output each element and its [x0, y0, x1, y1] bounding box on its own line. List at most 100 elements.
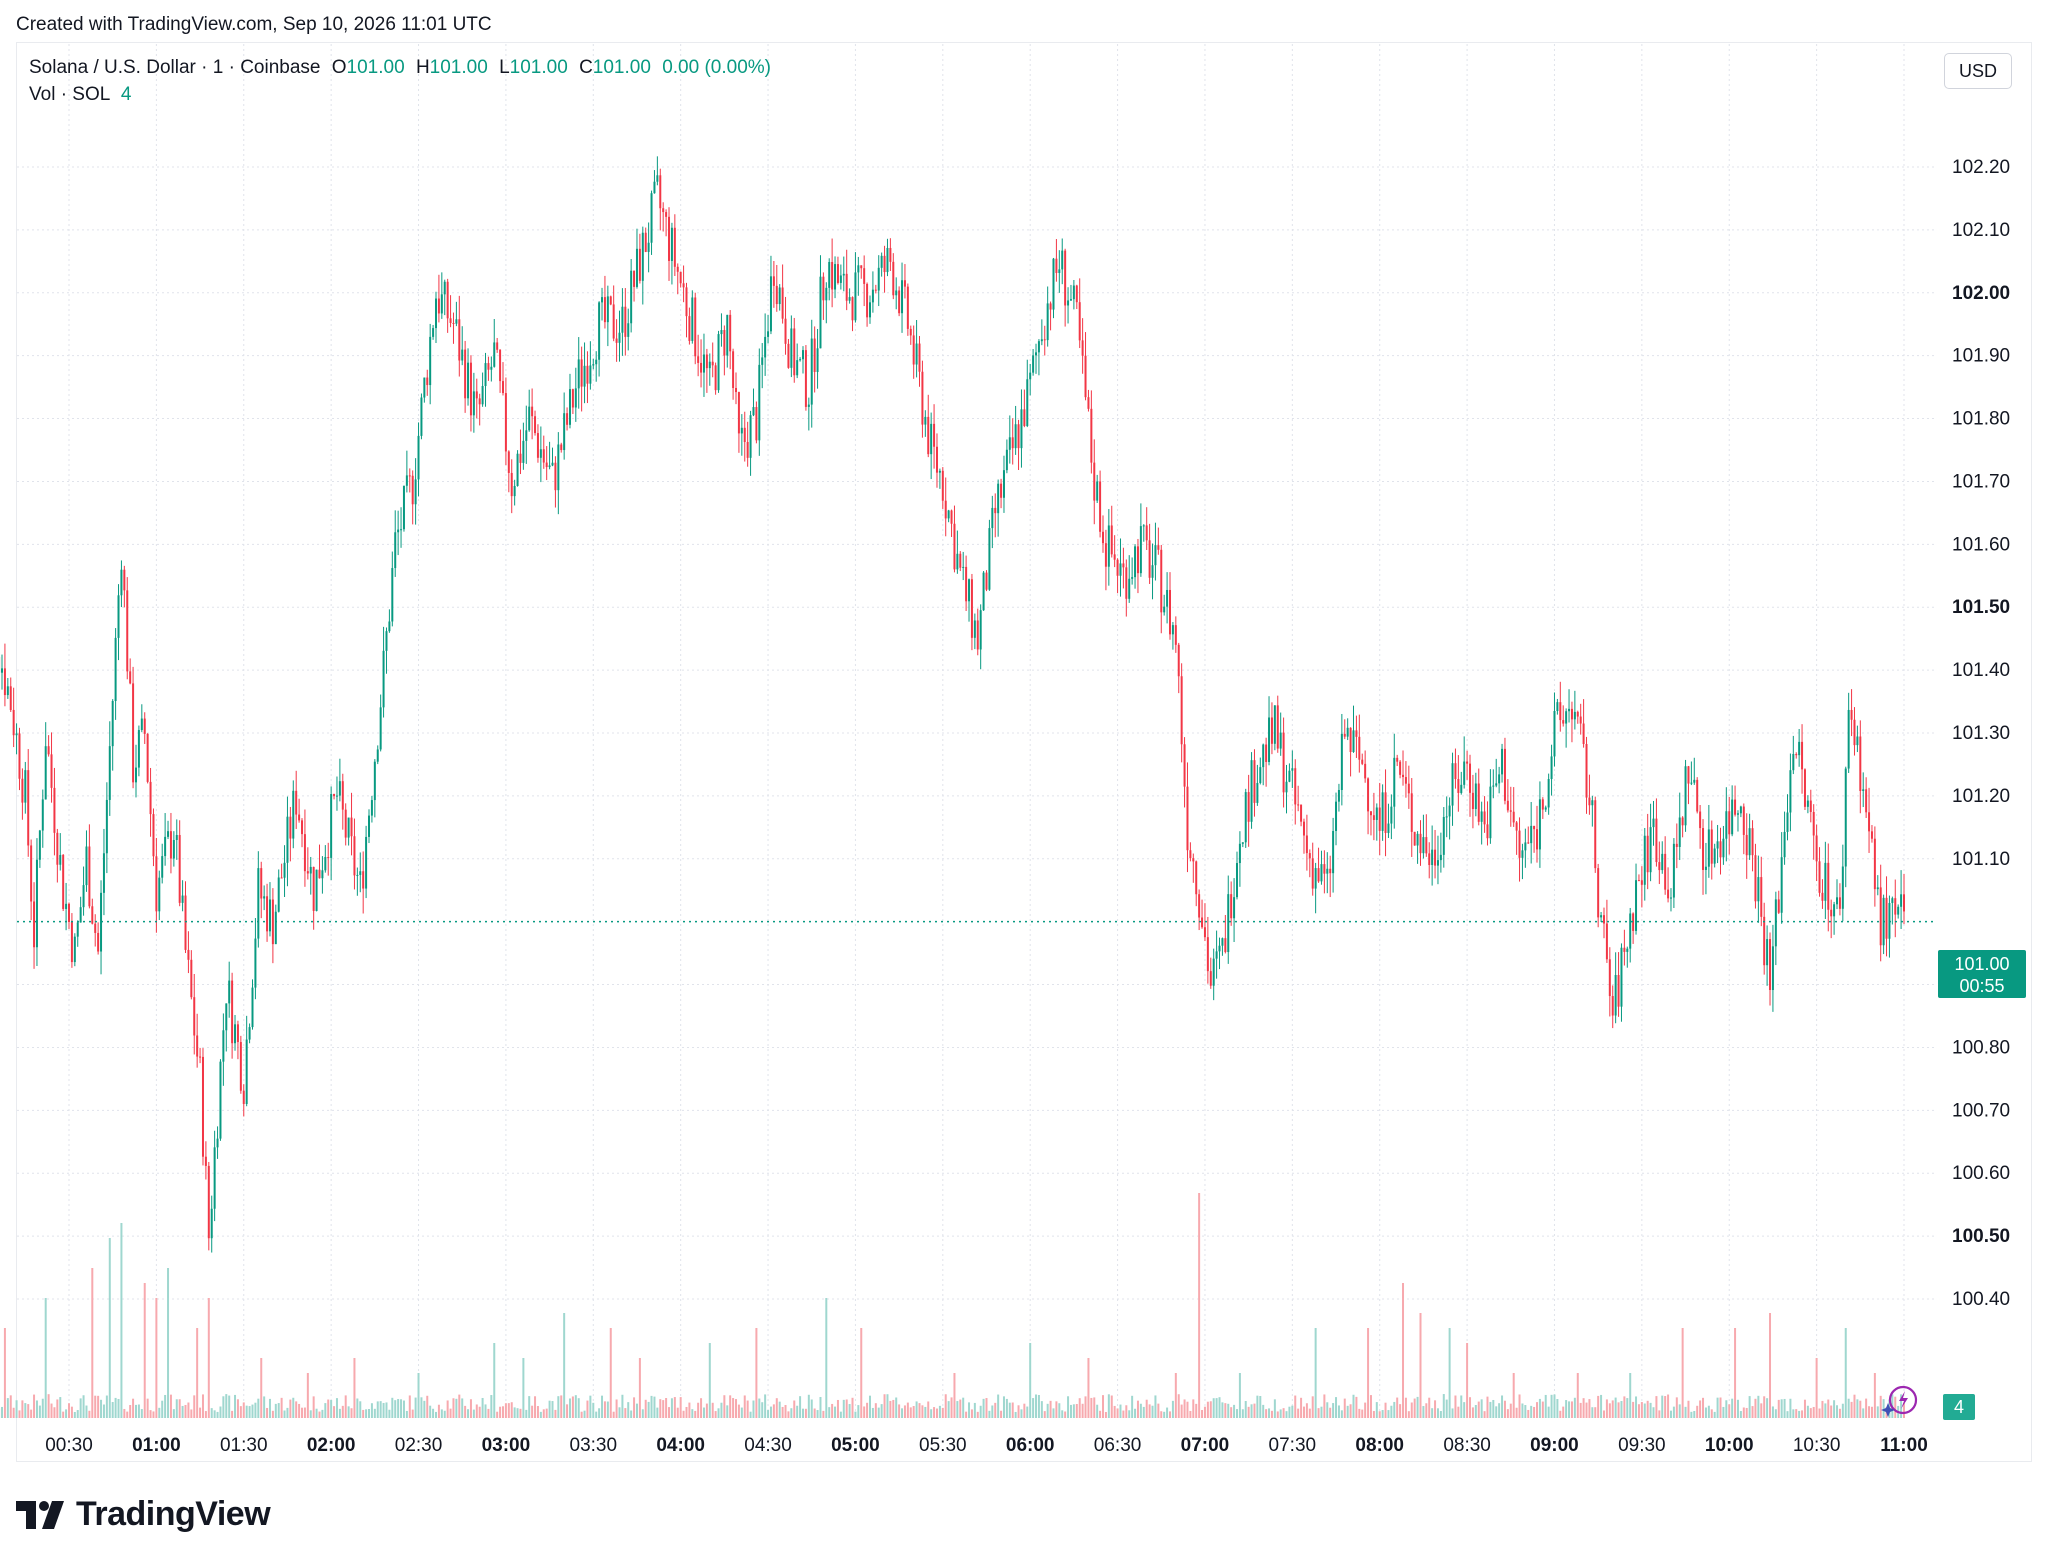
volume-label[interactable]: Vol · SOL: [29, 84, 110, 105]
volume-bar: [868, 1395, 871, 1418]
volume-bar: [1410, 1402, 1413, 1418]
candle-body: [324, 857, 327, 871]
volume-bar: [857, 1405, 860, 1418]
volume-bar: [685, 1406, 688, 1418]
volume-bar: [621, 1394, 624, 1418]
volume-bar: [1244, 1401, 1247, 1418]
tradingview-brand[interactable]: TradingView: [16, 1495, 271, 1534]
price-tick-label: 101.60: [1952, 534, 2010, 555]
volume-bar: [601, 1395, 604, 1418]
volume-bar: [1486, 1396, 1489, 1418]
candle-body: [1812, 811, 1815, 836]
volume-bar: [1294, 1395, 1297, 1418]
candle-body: [120, 569, 123, 596]
time-tick-label: 02:00: [307, 1435, 356, 1456]
volume-bar: [647, 1401, 650, 1418]
volume-bar: [79, 1398, 82, 1418]
candle-body: [1364, 763, 1367, 779]
candle-body: [1503, 748, 1506, 801]
volume-bar: [1206, 1401, 1209, 1418]
candle-body: [755, 407, 758, 441]
volume-bar: [303, 1407, 306, 1418]
high-label: H: [415, 57, 430, 78]
volume-bar: [1436, 1408, 1439, 1418]
volume-bar: [1145, 1399, 1148, 1418]
candle-body: [1416, 833, 1419, 846]
candle-body: [1069, 299, 1072, 301]
candle-body: [697, 356, 700, 363]
candle-body: [1780, 857, 1783, 913]
candle-body: [1384, 792, 1387, 833]
volume-bar: [1903, 1403, 1905, 1418]
candle-body: [408, 475, 411, 477]
candle-body: [1352, 730, 1355, 753]
candle-body: [874, 289, 877, 291]
candle-body: [545, 462, 548, 468]
volume-bar: [1541, 1401, 1544, 1418]
currency-button[interactable]: USD: [1944, 53, 2012, 89]
candle-body: [1367, 778, 1370, 812]
candle-body: [1340, 733, 1343, 791]
candle-body: [1247, 792, 1250, 822]
candle-body: [283, 862, 286, 878]
candle-body: [1093, 462, 1096, 501]
candle-body: [991, 507, 994, 529]
candle-body: [1014, 424, 1017, 449]
volume-bar: [347, 1406, 350, 1418]
volume-bar: [1591, 1407, 1594, 1418]
candle-body: [828, 261, 831, 288]
volume-bar: [382, 1402, 385, 1418]
volume-bar: [1725, 1400, 1728, 1418]
candle-body: [298, 814, 301, 821]
volume-bar: [994, 1402, 997, 1418]
volume-bar: [1882, 1399, 1885, 1418]
candle-body: [1212, 958, 1215, 986]
candle-body: [1570, 708, 1573, 720]
candle-body: [1008, 437, 1011, 450]
candle-body: [571, 389, 574, 408]
candle-body: [225, 1003, 228, 1031]
volume-bar: [1428, 1397, 1431, 1418]
volume-bar: [1384, 1402, 1387, 1418]
candle-body: [1343, 733, 1346, 737]
candle-body: [341, 781, 344, 810]
candle-body: [1512, 811, 1515, 823]
volume-bar: [1495, 1406, 1498, 1418]
volume-bar: [1498, 1403, 1501, 1418]
volume-bar: [1404, 1397, 1407, 1418]
time-tick-label: 08:30: [1443, 1435, 1491, 1456]
volume-bar: [309, 1410, 312, 1418]
candle-body: [1011, 437, 1014, 449]
volume-bar: [333, 1406, 336, 1418]
candle-body: [1745, 834, 1748, 856]
price-tick-label: 100.50: [1952, 1226, 2010, 1247]
candle-body: [1067, 300, 1070, 306]
volume-bar: [1469, 1397, 1472, 1418]
volume-bar: [161, 1400, 164, 1418]
open-label: O: [331, 57, 347, 78]
price-tick-label: 101.30: [1952, 723, 2010, 744]
candle-body: [85, 846, 88, 886]
candle-body: [1122, 563, 1125, 568]
volume-bar: [335, 1398, 338, 1418]
candle-body: [845, 273, 848, 301]
volume-bar: [1562, 1406, 1565, 1418]
volume-bar: [959, 1399, 962, 1418]
volume-bar: [18, 1410, 21, 1418]
candle-body: [1169, 589, 1171, 635]
candle-body: [394, 532, 397, 569]
candle-body: [350, 817, 353, 837]
candle-body: [589, 365, 592, 384]
sparkle-bolt-icon[interactable]: [1880, 1381, 1920, 1421]
candle-body: [1515, 822, 1518, 831]
volume-bar: [735, 1399, 738, 1418]
candle-body: [647, 242, 650, 252]
candle-body: [196, 1035, 199, 1057]
candle-body: [982, 572, 985, 611]
volume-bar: [1833, 1400, 1836, 1418]
volume-bar: [935, 1408, 938, 1418]
candle-body: [723, 330, 726, 356]
candle-body: [836, 264, 839, 283]
symbol-title[interactable]: Solana / U.S. Dollar · 1 · Coinbase: [29, 57, 321, 78]
